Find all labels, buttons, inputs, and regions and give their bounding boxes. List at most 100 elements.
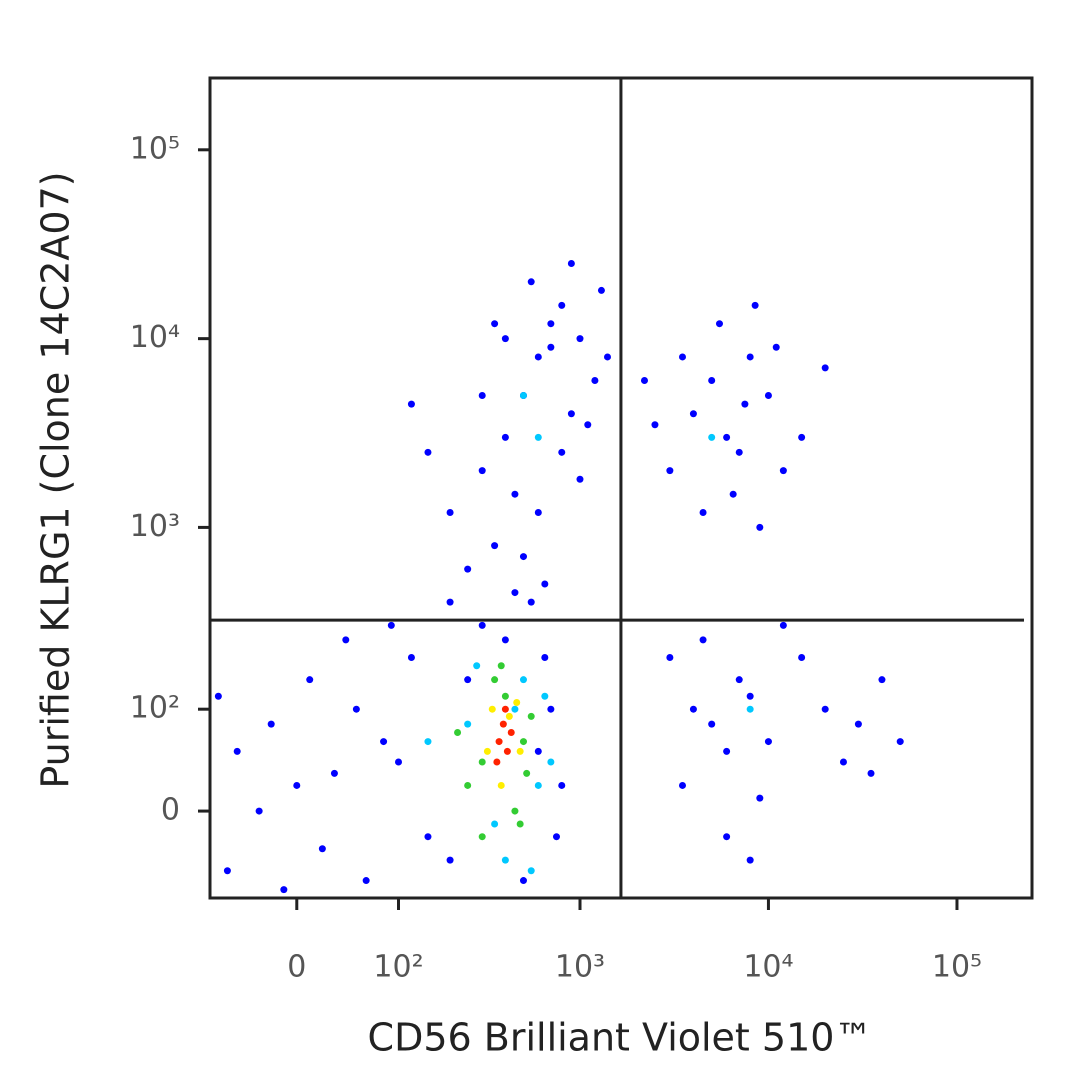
data-point xyxy=(499,720,507,728)
data-point xyxy=(394,758,402,766)
data-point xyxy=(772,343,780,351)
data-point xyxy=(454,729,462,737)
data-point xyxy=(567,410,575,418)
data-point xyxy=(723,747,731,755)
data-point xyxy=(424,833,432,841)
data-point xyxy=(446,856,454,864)
data-point xyxy=(293,781,301,789)
data-point xyxy=(491,320,499,328)
data-point xyxy=(519,553,527,561)
x-tick-label: 0 xyxy=(287,950,306,985)
data-point xyxy=(558,301,566,309)
data-point xyxy=(603,353,611,361)
data-point xyxy=(511,807,519,815)
x-tick-label: 10² xyxy=(373,950,423,985)
data-point xyxy=(651,421,659,429)
data-point xyxy=(255,807,263,815)
data-point xyxy=(689,410,697,418)
data-point xyxy=(699,508,707,516)
data-point xyxy=(735,448,743,456)
data-point xyxy=(407,400,415,408)
data-point xyxy=(501,692,509,700)
data-point xyxy=(558,448,566,456)
data-point xyxy=(584,421,592,429)
data-point xyxy=(878,676,886,684)
data-point xyxy=(798,654,806,662)
data-point xyxy=(708,377,716,385)
data-point xyxy=(541,654,549,662)
data-point xyxy=(746,856,754,864)
data-point xyxy=(756,794,764,802)
data-point xyxy=(547,343,555,351)
data-point xyxy=(666,467,674,475)
data-point xyxy=(699,636,707,644)
data-point xyxy=(689,705,697,713)
data-point xyxy=(446,598,454,606)
data-point xyxy=(764,391,772,399)
data-point xyxy=(491,676,499,684)
data-point xyxy=(640,377,648,385)
data-point xyxy=(267,720,275,728)
data-point xyxy=(306,676,314,684)
data-point xyxy=(779,467,787,475)
data-point xyxy=(519,676,527,684)
data-point xyxy=(501,705,509,713)
data-point xyxy=(501,433,509,441)
x-tick-label: 10⁴ xyxy=(743,950,793,985)
x-tick-label: 10⁵ xyxy=(932,950,982,985)
data-point xyxy=(464,781,472,789)
data-point xyxy=(527,278,535,286)
data-point xyxy=(867,769,875,777)
data-point xyxy=(511,589,519,597)
data-point xyxy=(523,769,531,777)
data-point xyxy=(558,781,566,789)
data-point xyxy=(541,580,549,588)
data-point xyxy=(821,364,829,372)
data-point xyxy=(511,490,519,498)
data-point xyxy=(723,833,731,841)
data-point xyxy=(534,353,542,361)
data-point xyxy=(473,662,481,670)
y-axis-label: Purified KLRG1 (Clone 14C2A07) xyxy=(34,171,78,788)
data-point xyxy=(407,654,415,662)
data-point xyxy=(501,856,509,864)
data-point xyxy=(746,353,754,361)
data-point xyxy=(547,705,555,713)
data-point xyxy=(896,738,904,746)
data-point xyxy=(464,720,472,728)
data-point xyxy=(715,320,723,328)
data-point xyxy=(821,705,829,713)
x-axis-label: CD56 Brilliant Violet 510™ xyxy=(368,1016,873,1060)
data-point xyxy=(854,720,862,728)
data-point xyxy=(678,353,686,361)
data-point xyxy=(478,833,486,841)
data-point xyxy=(464,676,472,684)
data-point xyxy=(342,636,350,644)
data-point xyxy=(678,781,686,789)
data-point xyxy=(362,877,370,885)
data-point xyxy=(723,433,731,441)
data-point xyxy=(501,636,509,644)
data-point xyxy=(527,867,535,875)
data-point xyxy=(483,747,491,755)
data-point xyxy=(534,508,542,516)
data-point xyxy=(497,781,505,789)
data-point xyxy=(597,286,605,294)
data-point xyxy=(478,758,486,766)
data-point xyxy=(513,698,521,706)
data-point xyxy=(527,598,535,606)
data-point xyxy=(735,676,743,684)
data-point xyxy=(491,820,499,828)
data-point xyxy=(478,621,486,629)
data-point xyxy=(519,391,527,399)
data-point xyxy=(516,820,524,828)
data-point xyxy=(519,738,527,746)
data-point xyxy=(507,729,515,737)
data-point xyxy=(511,705,519,713)
data-point xyxy=(478,391,486,399)
data-point xyxy=(280,886,288,894)
data-point xyxy=(708,433,716,441)
data-point xyxy=(839,758,847,766)
